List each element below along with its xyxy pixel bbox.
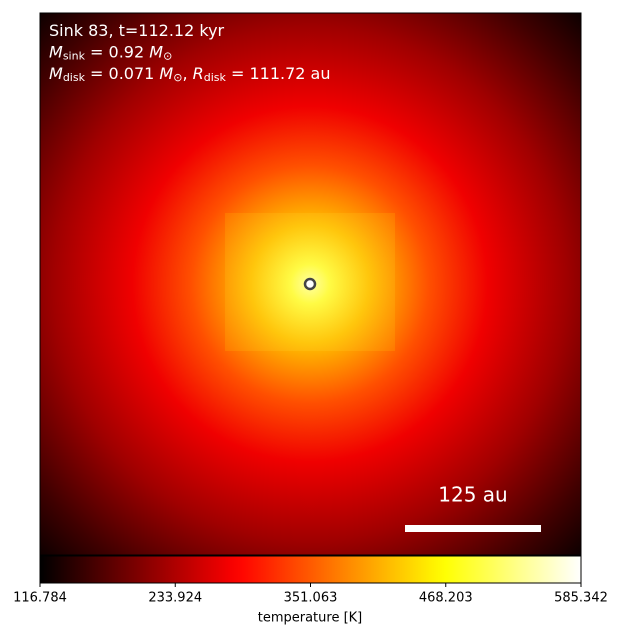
colorbar-label: temperature [K] (258, 611, 363, 626)
colorbar-tick-label: 468.203 (419, 591, 473, 606)
annotation: Sink 83, t=112.12 kyr (49, 21, 225, 40)
annotation-part: ⊙ (163, 50, 172, 63)
annotation-part: disk (204, 71, 227, 84)
annotation-part: = 0.071 (85, 64, 159, 83)
annotation: Mdisk = 0.071 M⊙, Rdisk = 111.72 au (49, 64, 330, 85)
scale-bar (405, 525, 541, 532)
annotation-part: R (193, 64, 204, 83)
sink-marker (303, 277, 317, 291)
colorbar-tick-label: 233.924 (148, 591, 202, 606)
annotation-part: = 0.92 (85, 42, 149, 61)
colorbar-tick-label: 351.063 (284, 591, 338, 606)
annotation-part: ⊙ (173, 71, 182, 84)
annotation-part: disk (63, 71, 86, 84)
image-frame (39, 12, 582, 556)
colorbar-tick-label: 585.342 (554, 591, 608, 606)
annotation-part: M (49, 42, 63, 61)
annotation-part: , (182, 64, 192, 83)
colorbar-tick-label: 116.784 (13, 591, 67, 606)
colorbar (39, 555, 582, 584)
annotation-part: M (159, 64, 173, 83)
annotation-part: M (49, 64, 63, 83)
scale-bar-label: 125 au (438, 483, 507, 507)
annotation: Msink = 0.92 M⊙ (49, 42, 172, 63)
annotation-part: sink (63, 50, 86, 63)
annotation-part: M (149, 42, 163, 61)
annotation-part: = 111.72 au (226, 64, 331, 83)
annotation-part: Sink 83, t=112.12 kyr (49, 21, 225, 40)
